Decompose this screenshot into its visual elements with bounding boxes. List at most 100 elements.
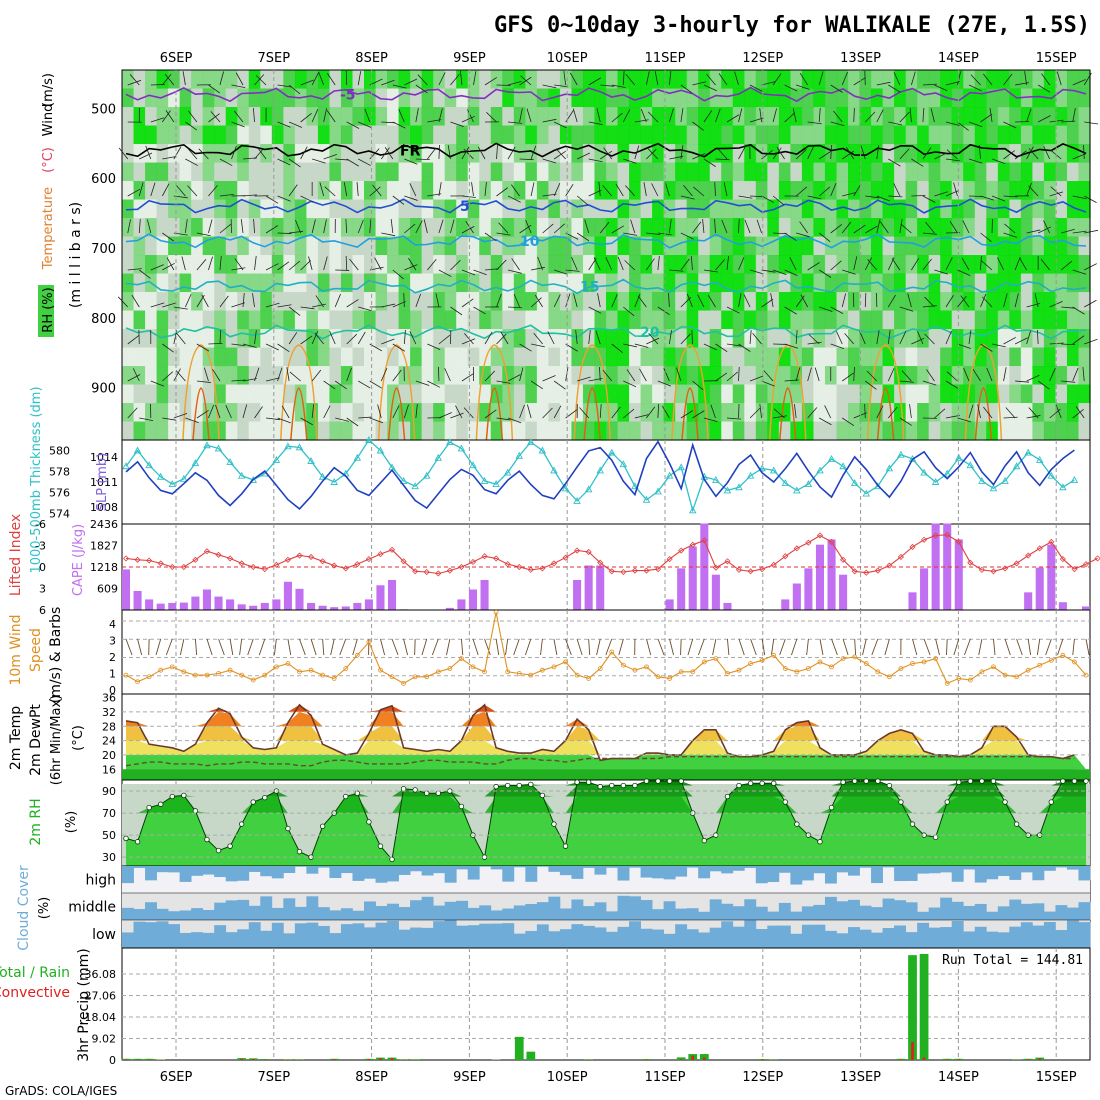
precip-convective-bar [691, 1055, 695, 1060]
rh-cell [433, 88, 446, 108]
wind-barb-10m [460, 638, 464, 656]
rh-cell [260, 421, 273, 441]
thickness-point [816, 466, 824, 474]
rh-cell [582, 310, 596, 330]
wind-barb [680, 195, 695, 200]
rh-cell [559, 255, 573, 275]
cloud-bar [871, 907, 883, 920]
rh-cell [145, 181, 158, 201]
precip-total-bar [133, 1058, 142, 1060]
rh-cell [928, 255, 941, 275]
rh-cell [237, 218, 250, 238]
rh-cell [421, 70, 434, 90]
cloud-bar [1043, 866, 1056, 871]
cloud-bar [767, 911, 780, 920]
wind-barb [600, 150, 613, 160]
rh-cell [329, 347, 342, 367]
rh-cell [559, 218, 573, 238]
rh-cell [721, 292, 734, 312]
rh-cell [317, 366, 331, 386]
cloud-bar [260, 896, 273, 920]
precip-frame [121, 947, 1091, 1061]
wind-barb [507, 417, 522, 424]
wind-barb [358, 380, 371, 389]
rh-cell [202, 329, 215, 349]
rh-cell [1009, 421, 1022, 441]
rh-cell [905, 125, 918, 145]
rh-cell [122, 403, 135, 423]
li-point [701, 537, 708, 544]
li-point [550, 560, 558, 567]
wind-barb [865, 225, 878, 234]
wind-barb [415, 293, 422, 308]
wind-barb [761, 81, 776, 86]
wind-unit-label: (m/s) [41, 73, 56, 107]
wind-barb [471, 182, 474, 197]
wind-barb [615, 183, 624, 197]
rh-cell [640, 88, 653, 108]
rh-point [967, 778, 974, 784]
cloud-bar [871, 866, 883, 884]
precip-total-bar [514, 1036, 524, 1060]
rh-cell [168, 255, 181, 275]
cloud-bar [848, 899, 860, 920]
rh-cell [536, 88, 549, 108]
rh-cell [456, 255, 469, 275]
cloud-bar [928, 907, 941, 920]
wind-barb [893, 72, 901, 86]
wind-barb [922, 147, 932, 160]
temp-tick-label: 36 [102, 692, 116, 705]
rh-cell [928, 329, 941, 349]
rh-point [990, 778, 997, 784]
precip-total-bar [676, 1057, 686, 1060]
wind-barb [277, 121, 291, 128]
rh-cell [317, 255, 331, 275]
wind-barb-10m [339, 638, 347, 656]
wind-speed-point [817, 659, 823, 665]
wind-barb [899, 148, 910, 160]
rh-tick-label: 90 [102, 785, 116, 798]
wind-barb [1060, 260, 1073, 271]
rh-cell [824, 403, 838, 423]
rh-cell [951, 162, 964, 182]
temp-band-fill [126, 726, 1086, 741]
rh-cell [951, 347, 964, 367]
rh-cell [490, 88, 503, 108]
rh-cell [502, 70, 515, 90]
wind-barb [231, 302, 245, 308]
cloud-bar [329, 933, 342, 948]
cloud-bar [156, 908, 169, 920]
wind-barb [415, 108, 419, 123]
rh-cell [1009, 218, 1022, 238]
rh-cell [467, 218, 480, 238]
rh-cell [248, 273, 261, 293]
rh-cell [801, 125, 815, 145]
rh-cell [214, 107, 227, 127]
wind-barb [623, 408, 635, 419]
wind-barb [934, 191, 948, 197]
rh-cell [744, 403, 757, 423]
rh-cell [502, 310, 515, 330]
wind-barb [404, 264, 418, 271]
rh-cell [1066, 292, 1080, 312]
precip-convective-bar [379, 1058, 382, 1060]
rh-cell [283, 384, 296, 404]
rh-cell [444, 162, 457, 182]
rh-cell [905, 218, 918, 238]
rh-cell [271, 255, 284, 275]
wind-barb-10m [831, 638, 838, 656]
wind-barb [162, 371, 174, 382]
cloud-bar [410, 866, 423, 872]
wind-barb [899, 306, 914, 312]
wind-barb [1056, 71, 1062, 86]
rh-cell [260, 125, 273, 145]
wind-barb [496, 333, 507, 345]
cape-bar [272, 599, 281, 610]
wind-speed-point [539, 667, 545, 673]
wind-barb [1055, 404, 1062, 419]
wind-barb [1082, 367, 1085, 382]
rh-cell [467, 329, 480, 349]
thickness-point [318, 472, 327, 480]
wind-speed-point [1072, 659, 1077, 665]
rh-cell [1043, 236, 1057, 256]
